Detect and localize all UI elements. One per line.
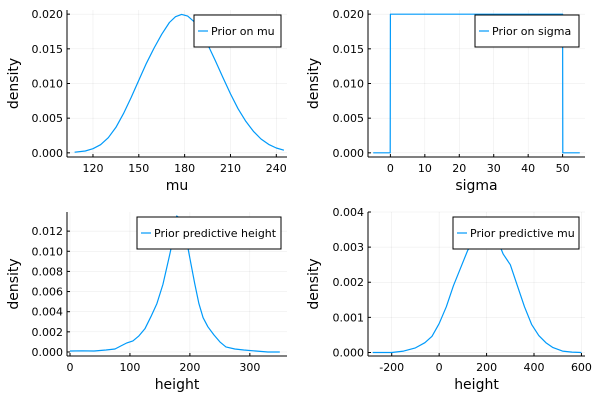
legend-label: Prior predictive height	[154, 227, 277, 240]
y-tick-label: 0.006	[32, 286, 64, 299]
chart-panel-3: 0 100 200 300 0.000 0.002 0.004 0.006 0.008 0.010…	[6, 212, 287, 393]
series-line	[74, 13, 285, 153]
legend-label: Prior on sigma	[492, 25, 571, 38]
x-tick-label: 240	[266, 162, 287, 175]
y-tick-label: 0.005	[32, 112, 64, 125]
y-axis-label: density	[306, 258, 322, 309]
x-tick-label: 210	[220, 162, 241, 175]
y-axis-label: density	[6, 258, 22, 309]
x-tick-label: 50	[556, 162, 570, 175]
x-tick-label: 40	[521, 162, 535, 175]
x-tick-label: 150	[128, 162, 149, 175]
x-axis-label: sigma	[455, 178, 497, 194]
y-tick-label: 0.003	[333, 241, 365, 254]
y-tick-label: 0.010	[32, 78, 64, 91]
legend-box	[193, 14, 282, 48]
y-tick-label: 0.002	[333, 276, 365, 289]
y-tick-label: 0.004	[333, 206, 365, 219]
y-tick-label: 0.020	[32, 8, 64, 21]
y-tick-label: 0.015	[333, 43, 365, 56]
x-tick-label: 10	[418, 162, 432, 175]
legend-label: Prior predictive mu	[470, 227, 575, 240]
y-tick-label: 0.020	[333, 8, 365, 21]
chart-panel-1: 120 150 180 210 240 0.000 0.005 0.010 0.015 0.020…	[6, 8, 287, 194]
legend-box	[452, 216, 580, 250]
legend: Prior on sigma	[474, 14, 580, 48]
y-axis-label: density	[6, 58, 22, 109]
chart-panel-2: 0 10 20 30 40 50 0.000 0.005 0.010 0.015 0.020 sigm…	[306, 8, 585, 194]
y-tick-label: 0.012	[32, 225, 64, 238]
x-tick-label: 0	[66, 361, 73, 374]
x-tick-label: -200	[379, 361, 404, 374]
x-tick-label: 100	[119, 361, 140, 374]
y-tick-label: 0.000	[333, 346, 365, 359]
x-tick-label: 30	[487, 162, 501, 175]
x-tick-label: 20	[452, 162, 466, 175]
x-tick-label: 400	[524, 361, 545, 374]
x-tick-label: 200	[476, 361, 497, 374]
y-tick-label: 0.000	[333, 147, 365, 160]
x-tick-label: 0	[387, 162, 394, 175]
y-tick-label: 0.004	[32, 306, 64, 319]
y-tick-label: 0.010	[333, 78, 365, 91]
y-tick-label: 0.008	[32, 265, 64, 278]
y-tick-label: 0.010	[32, 245, 64, 258]
series-line	[373, 13, 580, 154]
x-tick-label: 120	[82, 162, 103, 175]
x-axis-label: mu	[166, 178, 189, 194]
x-axis-label: height	[155, 377, 200, 393]
x-axis-label: height	[454, 377, 499, 393]
x-tick-label: 200	[179, 361, 200, 374]
x-tick-label: 300	[239, 361, 260, 374]
y-axis-label: density	[306, 58, 322, 109]
legend: Prior on mu	[193, 14, 282, 48]
y-tick-label: 0.000	[32, 346, 64, 359]
y-tick-label: 0.002	[32, 326, 64, 339]
chart-panel-4: -200 0 200 400 600 0.000 0.001 0.002 0.003 0.004 h…	[306, 206, 592, 393]
legend: Prior predictive mu	[452, 216, 580, 250]
x-tick-label: 180	[174, 162, 195, 175]
legend-box	[474, 14, 580, 48]
y-tick-label: 0.001	[333, 311, 365, 324]
legend: Prior predictive height	[136, 216, 282, 250]
y-tick-label: 0.015	[32, 43, 64, 56]
x-tick-label: 0	[436, 361, 443, 374]
legend-box	[136, 216, 282, 250]
x-tick-label: 600	[571, 361, 592, 374]
legend-label: Prior on mu	[211, 25, 275, 38]
y-tick-label: 0.000	[32, 147, 64, 160]
y-tick-label: 0.005	[333, 112, 365, 125]
